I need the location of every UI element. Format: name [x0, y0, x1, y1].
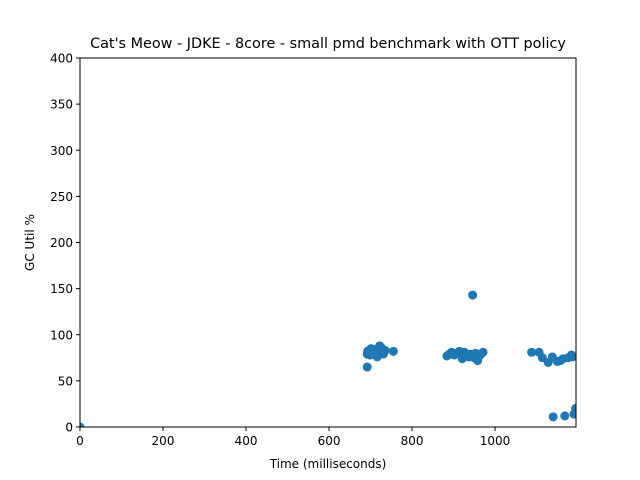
data-point — [548, 412, 558, 422]
y-axis-label: GC Util % — [23, 214, 37, 271]
data-point — [80, 422, 85, 427]
y-tick-label: 400 — [50, 52, 73, 66]
data-point — [362, 362, 372, 372]
y-tick-label: 100 — [50, 328, 73, 342]
data-point — [388, 346, 398, 356]
y-tick-label: 200 — [50, 236, 73, 250]
x-tick-label: 400 — [235, 434, 258, 448]
data-point — [560, 411, 570, 421]
data-point — [571, 404, 576, 414]
plot-area — [80, 58, 576, 427]
data-points — [80, 290, 576, 427]
x-tick-label: 0 — [76, 434, 84, 448]
x-tick-label: 800 — [401, 434, 424, 448]
chart-title: Cat's Meow - JDKE - 8core - small pmd be… — [90, 36, 566, 52]
x-tick-label: 1000 — [480, 434, 511, 448]
y-tick-label: 250 — [50, 190, 73, 204]
y-axis-ticks: 0 50 100 150 200 250 300 350 400 — [50, 52, 80, 435]
x-tick-label: 200 — [152, 434, 175, 448]
data-point — [567, 352, 576, 362]
x-axis-label: Time (milliseconds) — [269, 457, 387, 471]
y-tick-label: 0 — [65, 421, 73, 435]
x-tick-label: 600 — [318, 434, 341, 448]
plot-frame — [79, 57, 577, 428]
y-tick-label: 50 — [58, 374, 73, 388]
data-point — [380, 345, 390, 355]
data-point — [468, 290, 478, 300]
y-tick-label: 150 — [50, 282, 73, 296]
data-point — [478, 347, 488, 357]
x-axis-ticks: 0 200 400 600 800 1000 — [76, 427, 510, 448]
y-tick-label: 300 — [50, 144, 73, 158]
y-tick-label: 350 — [50, 98, 73, 112]
data-point — [527, 347, 537, 357]
